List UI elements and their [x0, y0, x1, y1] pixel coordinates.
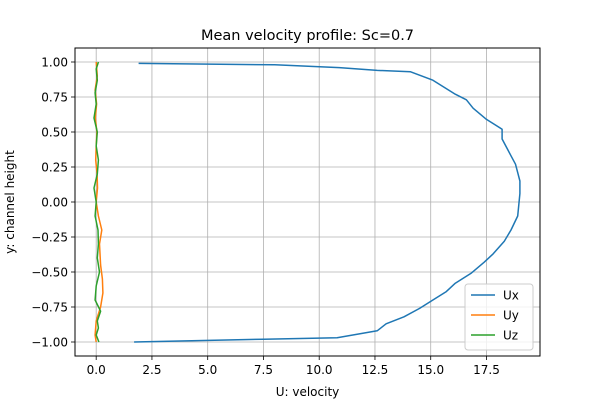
legend-label-ux: Ux	[503, 289, 519, 303]
series-lines	[93, 61, 521, 343]
x-tick-label: 7.5	[254, 363, 273, 377]
x-tick-label: 15.0	[417, 363, 444, 377]
y-tick-label: −0.25	[31, 231, 68, 245]
y-tick-label: 0.50	[41, 126, 68, 140]
chart-title: Mean velocity profile: Sc=0.7	[201, 28, 414, 44]
ticks: 0.0 2.5 5.0 7.5 10.0 12.5 15.0 17.5 1.00 0.75 0.50…	[31, 56, 500, 378]
legend-box	[464, 283, 534, 351]
x-tick-label: 5.0	[198, 363, 217, 377]
x-tick-label: 0.0	[87, 363, 106, 377]
y-tick-label: −1.00	[31, 336, 68, 350]
legend-label-uz: Uz	[503, 329, 518, 343]
x-tick-label: 17.5	[473, 363, 500, 377]
y-axis-label: y: channel height	[3, 150, 17, 254]
y-tick-label: −0.75	[31, 301, 68, 315]
y-tick-label: 0.25	[41, 161, 68, 175]
series-line-ux	[134, 62, 521, 343]
y-tick-label: 0.00	[41, 196, 68, 210]
x-tick-label: 12.5	[362, 363, 389, 377]
series-line-uz	[93, 61, 102, 343]
x-tick-label: 10.0	[306, 363, 333, 377]
y-tick-label: −0.50	[31, 266, 68, 280]
y-tick-label: 0.75	[41, 91, 68, 105]
x-axis-label: U: velocity	[276, 385, 340, 399]
y-tick-label: 1.00	[41, 56, 68, 70]
x-tick-label: 2.5	[142, 363, 161, 377]
legend-label-uy: Uy	[503, 309, 519, 323]
legend: Ux Uy Uz	[464, 283, 534, 351]
